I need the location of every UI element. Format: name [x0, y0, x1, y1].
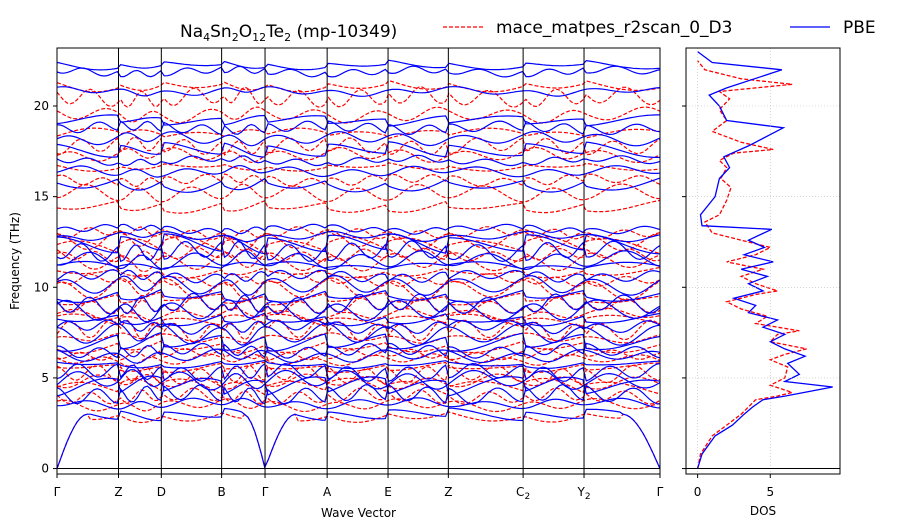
kpoint-label: Y2 — [576, 485, 590, 502]
mace-band-line — [57, 173, 660, 187]
x-axis-label: Wave Vector — [321, 506, 396, 520]
pbe-band-line — [57, 274, 660, 297]
mace-dos-line — [696, 60, 807, 469]
kpoint-label: Z — [114, 485, 122, 499]
kpoint-label: Γ — [54, 485, 61, 499]
pbe-band-line — [57, 233, 660, 255]
pbe-band-line — [57, 114, 660, 127]
kpoint-label: E — [384, 485, 392, 499]
pbe-band-line — [57, 250, 660, 271]
pbe-band-line — [57, 165, 660, 178]
y-axis-label: Frequency (THz) — [8, 212, 22, 310]
mace-band-line — [57, 136, 660, 156]
pbe-band-line — [57, 383, 660, 405]
kpoint-label: Γ — [657, 485, 664, 499]
mace-band-line — [57, 398, 660, 413]
pbe-band-line — [57, 260, 660, 271]
pbe-band-line — [57, 269, 660, 284]
mace-band-line — [57, 340, 660, 354]
dos-axis-label: DOS — [750, 504, 776, 518]
legend-label: mace_matpes_r2scan_0_D3 — [496, 18, 732, 38]
mace-band-line — [57, 387, 660, 405]
pbe-band-line — [57, 342, 660, 359]
mace-band-line — [57, 373, 660, 390]
mace-band-line — [57, 183, 660, 203]
mace-band-line — [57, 266, 660, 279]
pbe-band-line — [57, 288, 660, 304]
pbe-band-line — [57, 362, 660, 383]
pbe-band-line — [57, 375, 660, 397]
kpoint-label: D — [157, 485, 166, 499]
dos-x-tick-label: 0 — [694, 485, 702, 499]
kpoint-label: A — [323, 485, 332, 499]
y-tick-label: 5 — [41, 371, 49, 385]
mace-band-line — [57, 353, 660, 367]
mace-band-line — [57, 127, 660, 140]
pbe-band-line — [57, 369, 660, 391]
kpoint-label: C2 — [516, 485, 530, 502]
y-tick-label: 20 — [34, 99, 49, 113]
pbe-band-line — [57, 223, 660, 235]
pbe-band-line — [57, 407, 660, 469]
mace-band-line — [57, 79, 660, 93]
kpoint-label: Z — [444, 485, 452, 499]
pbe-band-line — [57, 177, 660, 193]
pbe-band-line — [57, 230, 660, 243]
pbe-band-line — [57, 322, 660, 346]
pbe-band-line — [57, 154, 660, 167]
pbe-band-line — [57, 312, 660, 327]
mace-band-line — [57, 235, 660, 255]
pbe-band-line — [57, 292, 660, 315]
pbe-band-line — [57, 319, 660, 335]
dos-x-tick-label: 5 — [766, 485, 774, 499]
pbe-band-line — [57, 299, 660, 323]
mace-band-line — [57, 199, 660, 214]
y-tick-label: 0 — [41, 462, 49, 476]
mace-band-line — [57, 162, 660, 172]
legend: mace_matpes_r2scan_0_D3 PBE — [443, 18, 876, 38]
kpoint-label: B — [218, 485, 226, 499]
dos-lines — [696, 51, 833, 469]
mace-band-line — [57, 296, 660, 315]
pbe-band-line — [57, 397, 660, 410]
pbe-band-line — [57, 59, 660, 71]
dos-plot: 0 5 DOS — [682, 47, 841, 518]
pbe-band-line — [57, 359, 660, 370]
pbe-band-line — [57, 141, 660, 158]
band-plot-frame — [56, 47, 661, 475]
y-tick-label: 15 — [34, 190, 49, 204]
band-lines — [57, 59, 660, 469]
mace-band-line — [57, 106, 660, 124]
mace-band-line — [57, 361, 660, 373]
pbe-band-line — [57, 65, 660, 78]
pbe-band-line — [57, 130, 660, 147]
mace-band-line — [57, 247, 660, 263]
chart-title: Na4Sn2O12Te2 (mp-10349) — [180, 22, 397, 44]
mace-band-line — [57, 251, 660, 273]
kpoint-label: Γ — [262, 485, 269, 499]
mace-band-line — [57, 307, 660, 322]
pbe-band-line — [57, 120, 660, 136]
mace-band-line — [57, 411, 660, 469]
pbe-dos-line — [696, 51, 833, 469]
mace-band-line — [57, 313, 660, 329]
legend-label: PBE — [843, 18, 876, 38]
band-structure-plot: 0 5 10 15 20 Γ Z D B Γ A E Z C2 Y2 Γ Wave Vector Frequenc… — [8, 22, 664, 520]
pbe-band-line — [57, 86, 660, 97]
dos-plot-frame — [685, 47, 841, 475]
mace-band-line — [57, 291, 660, 306]
y-tick-label: 10 — [34, 280, 49, 294]
mace-band-line — [57, 86, 660, 108]
